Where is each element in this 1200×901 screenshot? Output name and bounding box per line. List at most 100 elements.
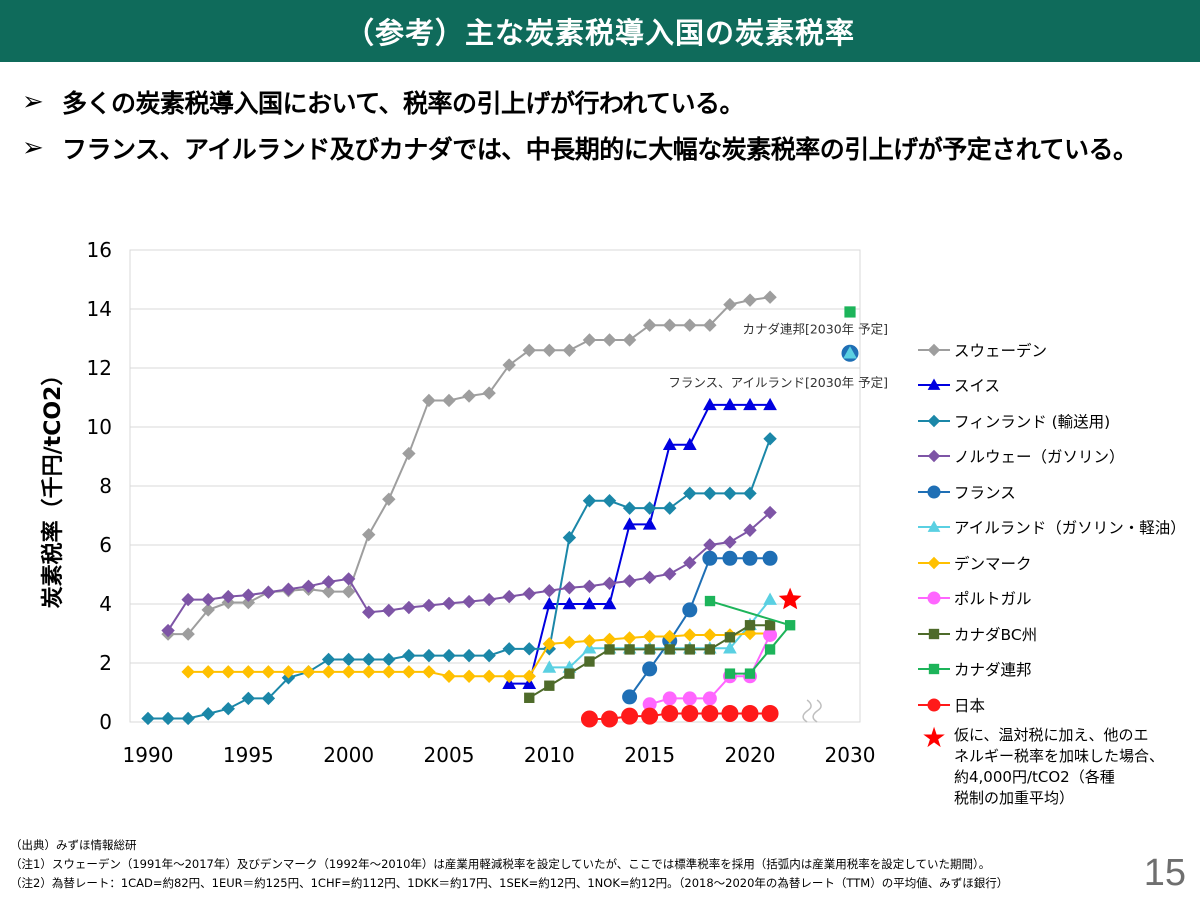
data-point (723, 397, 737, 411)
data-point (442, 393, 456, 408)
data-point (704, 595, 716, 607)
legend-label: スイス (954, 377, 1001, 396)
axis-break-mark (812, 699, 822, 723)
data-point (722, 550, 738, 566)
data-point (743, 486, 757, 501)
series-9 (704, 595, 796, 679)
annotation-label: カナダ連邦[2030年 予定] (742, 322, 888, 337)
data-point (181, 627, 195, 641)
data-point (743, 397, 757, 411)
legend-label: カナダ連邦 (954, 661, 1032, 680)
data-point (201, 665, 215, 679)
data-point (502, 589, 516, 604)
data-point (362, 527, 376, 542)
data-point (703, 318, 717, 332)
data-point (181, 665, 195, 679)
legend-item: スイス (916, 368, 1196, 404)
arrow-bullet-icon: ➢ (22, 133, 44, 163)
data-point (663, 629, 677, 644)
data-point (723, 486, 737, 501)
data-point (683, 318, 697, 332)
chart-legend: スウェーデン スイス フィンランド (輸送用) ノルウェー（ガソリン） フランス アイルラ… (916, 332, 1196, 809)
data-point (683, 486, 697, 501)
legend-item: ポルトガル (916, 581, 1196, 617)
data-point (382, 665, 396, 679)
data-point (763, 290, 777, 304)
legend-marker (927, 698, 941, 712)
data-point (683, 628, 697, 642)
data-point (784, 620, 796, 631)
data-point (321, 584, 336, 599)
series-10 (580, 704, 779, 728)
data-point (382, 492, 396, 506)
legend-item: デンマーク (916, 545, 1196, 581)
data-point (422, 598, 436, 613)
legend-label: デンマーク (954, 554, 1032, 573)
legend-marker (927, 450, 941, 463)
data-point (701, 704, 719, 722)
axis-break-mark (802, 699, 812, 723)
data-point (161, 711, 175, 726)
legend-swatch (918, 520, 950, 533)
data-point (642, 501, 657, 515)
data-point (544, 680, 555, 691)
x-tick-label: 2015 (624, 743, 675, 767)
data-point (663, 318, 677, 332)
data-point (763, 505, 777, 520)
data-point (522, 669, 536, 683)
legend-marker (927, 414, 941, 427)
legend-label: ポルトガル (954, 590, 1032, 609)
legend-marker (927, 591, 941, 605)
legend-label: カナダBC州 (954, 625, 1038, 644)
star-note-text: 仮に、温対税に加え、他のエ ネルギー税率を加味した場合、 約4,000円/tCO… (954, 725, 1165, 807)
data-point (221, 589, 235, 604)
data-point (744, 668, 756, 679)
data-point (642, 517, 657, 530)
data-point (482, 648, 496, 663)
bullet-item: ➢ 多くの炭素税導入国において、税率の引上げが行われている。 (22, 80, 1192, 124)
y-tick-label: 10 (87, 415, 112, 439)
data-point (201, 592, 215, 607)
data-point (181, 592, 195, 607)
data-point (681, 704, 699, 722)
x-tick-label: 1990 (123, 743, 174, 767)
data-point (582, 579, 597, 594)
data-point (763, 627, 778, 642)
data-point (281, 665, 296, 679)
data-point (622, 631, 637, 645)
extra-point (843, 346, 857, 359)
data-point (542, 584, 557, 598)
data-point (522, 343, 536, 358)
legend-swatch (918, 628, 950, 639)
data-point (761, 704, 779, 722)
data-point (582, 494, 597, 508)
data-point (723, 535, 737, 549)
data-point (261, 585, 276, 599)
data-point (702, 691, 717, 706)
data-point (362, 652, 376, 667)
data-point (703, 628, 717, 642)
data-point (724, 632, 736, 643)
x-tick-label: 2030 (825, 743, 876, 767)
legend-swatch (918, 591, 950, 605)
data-point (622, 501, 637, 515)
x-tick-label: 1995 (223, 743, 274, 767)
data-point (562, 530, 577, 545)
data-point (341, 572, 356, 586)
series-line (168, 296, 771, 636)
data-point (301, 579, 316, 594)
data-point (402, 446, 416, 461)
extra-point (844, 306, 856, 318)
data-point (721, 704, 739, 722)
data-point (562, 343, 577, 358)
footnotes: （出典）みずほ情報総研 （注1）スウェーデン（1991年～2017年）及びデンマ… (10, 836, 1120, 893)
legend-label: ノルウェー（ガソリン） (954, 448, 1125, 467)
data-point (261, 691, 276, 706)
data-point (422, 393, 436, 408)
data-point (301, 665, 316, 679)
legend-label: スウェーデン (954, 341, 1048, 360)
data-point (684, 644, 695, 655)
data-point (564, 668, 575, 679)
legend-marker (927, 520, 941, 533)
